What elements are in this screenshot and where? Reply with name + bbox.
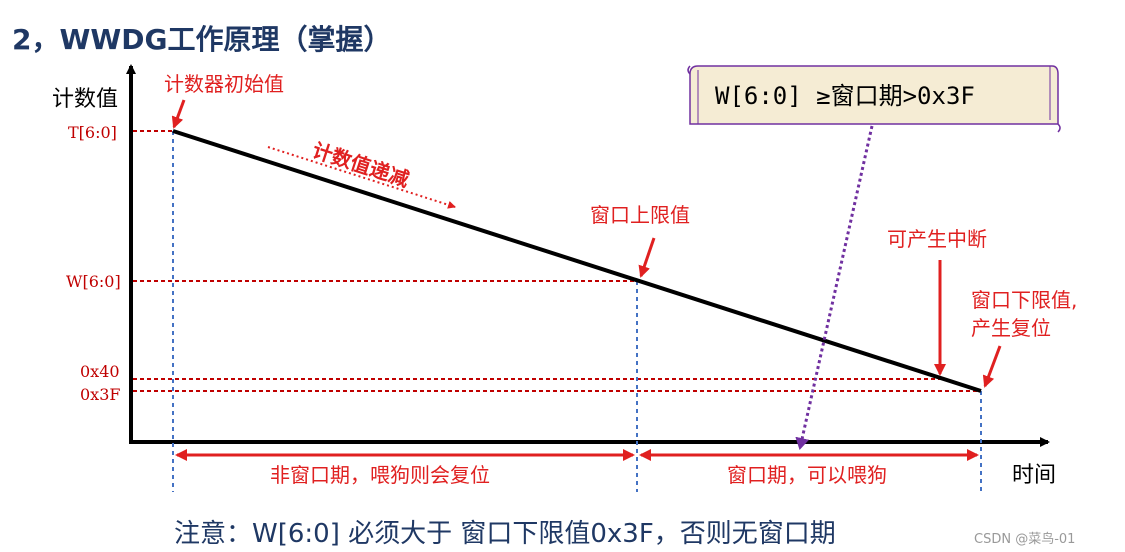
tick-w: W[6:0] bbox=[66, 272, 121, 291]
x-axis-label: 时间 bbox=[1012, 463, 1056, 488]
window-lower-label-line2: 产生复位 bbox=[971, 316, 1051, 340]
callout-arrow bbox=[795, 125, 874, 450]
window-span-label: 窗口期，可以喂狗 bbox=[727, 463, 887, 487]
y-axis-label: 计数值 bbox=[52, 87, 118, 112]
initial-value-label: 计数器初始值 bbox=[164, 72, 284, 96]
callout-scroll: W[6:0] ≥窗口期>0x3F bbox=[687, 65, 1061, 133]
initial-value-arrow bbox=[171, 99, 186, 129]
interrupt-label: 可产生中断 bbox=[887, 227, 987, 251]
window-lower-label-line1: 窗口下限值, bbox=[971, 288, 1077, 312]
counter-line bbox=[172, 129, 982, 393]
decreasing-label: 计数值递减 bbox=[309, 138, 412, 192]
callout-text: W[6:0] ≥窗口期>0x3F bbox=[715, 82, 975, 110]
watermark: CSDN @菜鸟-01 bbox=[974, 532, 1076, 547]
window-upper-label: 窗口上限值 bbox=[590, 203, 690, 227]
tick-0x40: 0x40 bbox=[80, 362, 120, 381]
window-lower-arrow bbox=[982, 345, 1002, 388]
tick-t: T[6:0] bbox=[68, 123, 117, 142]
window-upper-arrow bbox=[638, 237, 656, 278]
non-window-span-label: 非窗口期，喂狗则会复位 bbox=[270, 463, 490, 487]
footnote: 注意：W[6:0] 必须大于 窗口下限值0x3F，否则无窗口期 bbox=[174, 519, 836, 549]
page-title: 2，WWDG工作原理（掌握） bbox=[12, 23, 392, 56]
tick-0x3f: 0x3F bbox=[80, 385, 120, 404]
